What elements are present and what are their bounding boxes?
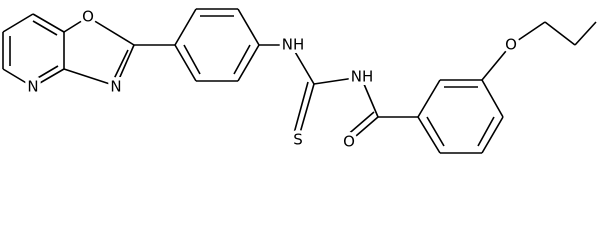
atom-label: NH [282, 36, 305, 54]
atom-label: O [82, 8, 94, 26]
bonds [2, 8, 597, 154]
atom-label: N [110, 78, 121, 96]
atom-labels: N O N NH S NH O O [24, 4, 521, 154]
atom-label: O [343, 133, 355, 151]
atom-label: NH [351, 68, 374, 86]
atom-label: O [505, 36, 517, 54]
atom-label: S [293, 131, 303, 149]
structure-diagram: N O N NH S NH O O [2, 4, 597, 154]
atom-label: N [27, 78, 38, 96]
